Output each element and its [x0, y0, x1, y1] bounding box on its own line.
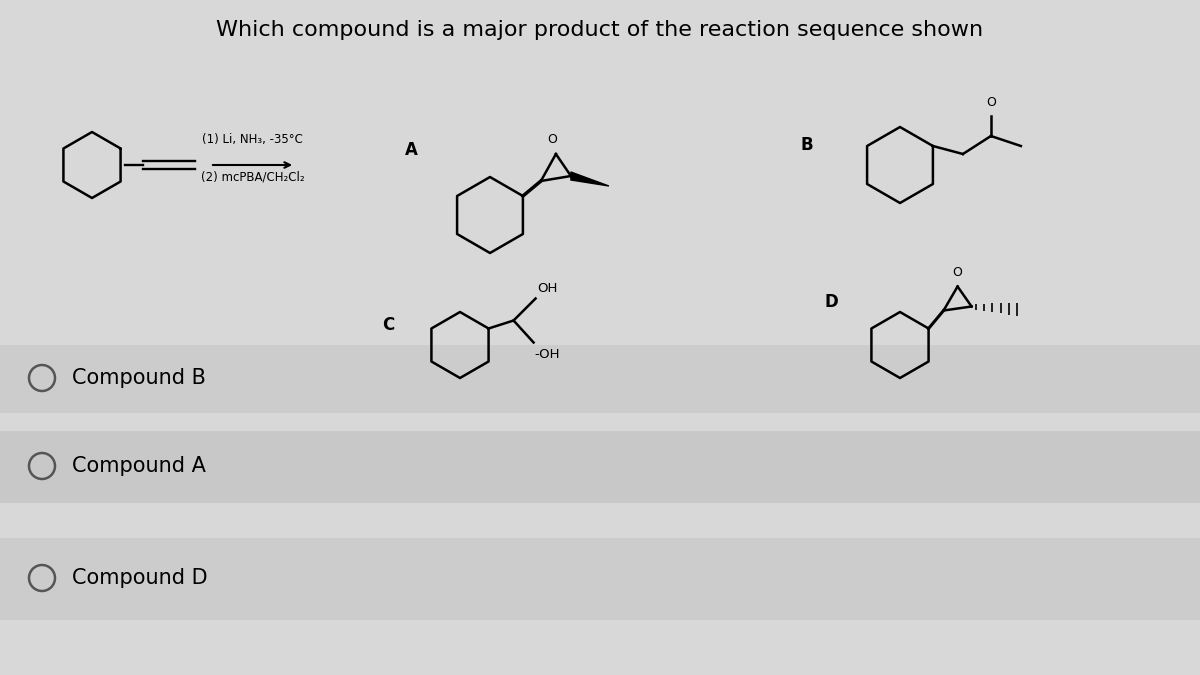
Text: A: A: [406, 141, 418, 159]
Text: Compound B: Compound B: [72, 368, 206, 388]
Text: Compound D: Compound D: [72, 568, 208, 588]
Text: B: B: [800, 136, 812, 154]
Text: OH: OH: [538, 281, 558, 294]
Text: D: D: [826, 293, 839, 311]
Text: Which compound is a major product of the reaction sequence shown: Which compound is a major product of the…: [216, 20, 984, 40]
Text: O: O: [986, 96, 996, 109]
FancyBboxPatch shape: [0, 538, 1200, 620]
Text: -OH: -OH: [534, 348, 560, 360]
Polygon shape: [571, 172, 608, 186]
Text: O: O: [953, 267, 962, 279]
FancyBboxPatch shape: [0, 345, 1200, 413]
FancyBboxPatch shape: [0, 431, 1200, 503]
Text: (1) Li, NH₃, -35°C: (1) Li, NH₃, -35°C: [202, 133, 302, 146]
Text: (2) mcPBA/CH₂Cl₂: (2) mcPBA/CH₂Cl₂: [200, 171, 305, 184]
Text: Compound A: Compound A: [72, 456, 206, 476]
Text: O: O: [547, 133, 557, 146]
Text: C: C: [382, 316, 395, 334]
